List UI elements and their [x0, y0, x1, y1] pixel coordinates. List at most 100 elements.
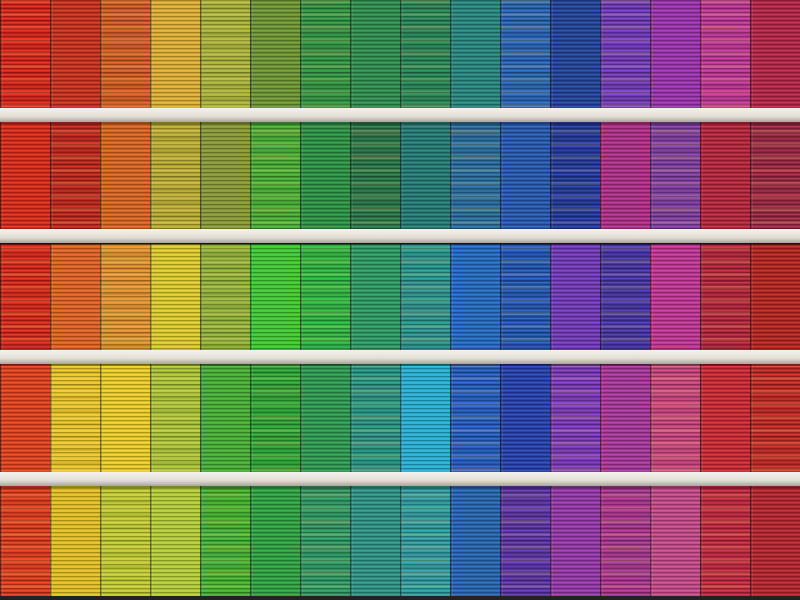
ledge-shadow — [0, 486, 800, 488]
panel-highlight — [151, 364, 153, 474]
blind-stripes — [400, 364, 450, 474]
blind-stripes — [700, 364, 750, 474]
panel-highlight — [101, 0, 103, 110]
panel-highlight — [501, 0, 503, 110]
panel-highlight — [551, 364, 553, 474]
panel-edge — [0, 364, 2, 474]
panel-highlight — [201, 486, 203, 596]
blind-bands — [300, 0, 350, 110]
panel-highlight — [301, 364, 303, 474]
panel-edge — [100, 122, 102, 232]
panel-edge — [250, 364, 252, 474]
blind-stripes — [650, 486, 700, 596]
blind-bands — [250, 364, 300, 474]
panel-edge — [150, 122, 152, 232]
panel-edge — [500, 0, 502, 110]
panel-highlight — [451, 122, 453, 232]
blind-bands — [600, 486, 650, 596]
blind-stripes — [250, 0, 300, 110]
panel-highlight — [501, 364, 503, 474]
panel-highlight — [151, 0, 153, 110]
panel-edge — [400, 486, 402, 596]
blind-bands — [400, 0, 450, 110]
panel-highlight — [351, 364, 353, 474]
panel-edge — [150, 244, 152, 354]
blind-stripes — [750, 0, 800, 110]
blind-bands — [0, 486, 50, 596]
panel-highlight — [301, 244, 303, 354]
panel-edge — [700, 486, 702, 596]
panel-highlight — [701, 0, 703, 110]
panel-edge — [450, 122, 452, 232]
blind-stripes — [450, 486, 500, 596]
panel-highlight — [351, 0, 353, 110]
panel-highlight — [151, 244, 153, 354]
panel-edge — [300, 0, 302, 110]
panel-edge — [650, 122, 652, 232]
blind-bands — [450, 122, 500, 232]
panel-highlight — [51, 0, 53, 110]
panel-highlight — [451, 244, 453, 354]
panel-highlight — [751, 364, 753, 474]
panel-edge — [150, 364, 152, 474]
panel-edge — [50, 244, 52, 354]
panel-edge — [600, 244, 602, 354]
panel-edge — [500, 122, 502, 232]
panel-edge — [100, 0, 102, 110]
blind-bands — [200, 0, 250, 110]
panel-highlight — [251, 244, 253, 354]
blind-bands — [350, 122, 400, 232]
panel-edge — [0, 244, 2, 354]
panel-highlight — [301, 0, 303, 110]
blind-bands — [600, 0, 650, 110]
panel-edge — [200, 0, 202, 110]
blind-bands — [750, 122, 800, 232]
panel-edge — [650, 486, 652, 596]
floor-ledges — [0, 108, 800, 488]
panel-highlight — [751, 244, 753, 354]
panel-highlight — [601, 486, 603, 596]
panel-edge — [50, 486, 52, 596]
blind-stripes — [150, 486, 200, 596]
panel-edge — [250, 0, 252, 110]
panel-edge — [250, 486, 252, 596]
panel-edge — [550, 486, 552, 596]
blind-bands — [100, 244, 150, 354]
panel-highlight — [201, 244, 203, 354]
panel-highlight — [401, 122, 403, 232]
blind-bands — [300, 244, 350, 354]
ledge — [0, 229, 800, 243]
blind-bands — [650, 122, 700, 232]
blind-stripes — [500, 122, 550, 232]
panel-highlight — [701, 364, 703, 474]
panel-highlight — [1, 364, 3, 474]
panel-edge — [650, 364, 652, 474]
blind-bands — [750, 364, 800, 474]
blind-bands — [150, 122, 200, 232]
panel-edge — [400, 122, 402, 232]
panel-highlight — [101, 244, 103, 354]
panel-highlight — [501, 486, 503, 596]
blind-bands — [450, 364, 500, 474]
panel-highlight — [51, 244, 53, 354]
panel-edge — [750, 486, 752, 596]
panel-highlight — [551, 0, 553, 110]
blind-bands — [0, 244, 50, 354]
panel-edge — [550, 0, 552, 110]
panel-edge — [350, 364, 352, 474]
panel-highlight — [1, 244, 3, 354]
panel-edge — [600, 0, 602, 110]
panel-highlight — [251, 0, 253, 110]
blind-stripes — [0, 364, 50, 474]
panel-edge — [300, 486, 302, 596]
panel-highlight — [251, 486, 253, 596]
blind-stripes — [200, 364, 250, 474]
panel-edge — [0, 0, 2, 110]
panel-edge — [550, 244, 552, 354]
ledge — [0, 350, 800, 364]
ledge-shadow — [0, 364, 800, 366]
blind-stripes — [350, 486, 400, 596]
panel-highlight — [551, 244, 553, 354]
blind-bands — [300, 486, 350, 596]
